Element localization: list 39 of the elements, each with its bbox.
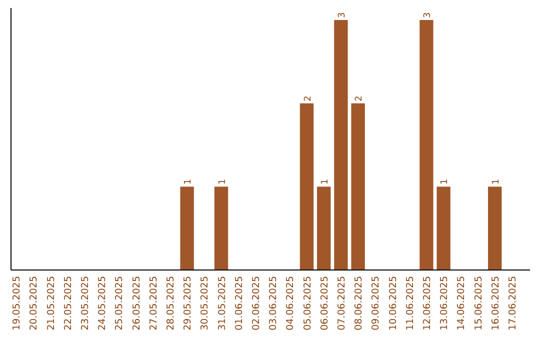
- x-tick-label: 26.05.2025: [131, 276, 142, 330]
- data-label: 1: [218, 178, 228, 185]
- x-tick-label: 08.06.2025: [354, 276, 365, 330]
- x-tick-label: 17.06.2025: [507, 276, 518, 330]
- x-tick-label: 19.05.2025: [12, 276, 23, 330]
- x-tick-label: 29.05.2025: [182, 276, 194, 330]
- data-label: 3: [422, 12, 433, 18]
- x-tick-label: 30.05.2025: [200, 276, 211, 330]
- data-label: 1: [184, 178, 194, 185]
- x-tick-label: 02.06.2025: [250, 276, 262, 330]
- data-label: 2: [303, 96, 314, 102]
- x-tick-label: 01.06.2025: [234, 276, 245, 330]
- x-tick-label: 14.06.2025: [456, 276, 468, 330]
- x-tick-label: 03.06.2025: [268, 276, 280, 330]
- x-tick-label: 25.05.2025: [114, 276, 126, 330]
- x-tick-label: 05.06.2025: [302, 276, 314, 330]
- x-tick-label: 24.05.2025: [97, 276, 108, 330]
- x-tick-label: 22.05.2025: [62, 276, 74, 330]
- data-label: 1: [491, 178, 502, 185]
- x-tick-label: 20.05.2025: [28, 276, 40, 330]
- x-tick-label: 23.05.2025: [80, 276, 91, 330]
- data-label: 1: [440, 178, 450, 185]
- x-tick-label: 16.06.2025: [490, 276, 502, 330]
- x-tick-label: 12.06.2025: [422, 276, 433, 330]
- x-tick-label: 10.06.2025: [388, 276, 399, 330]
- x-tick-label: 06.06.2025: [319, 276, 330, 330]
- x-tick-label: 15.06.2025: [473, 276, 484, 330]
- x-tick-label: 11.06.2025: [404, 276, 416, 330]
- x-tick-label: 07.06.2025: [336, 276, 348, 330]
- x-tick-label: 27.05.2025: [148, 276, 160, 330]
- x-tick-label: 13.06.2025: [439, 276, 450, 330]
- x-tick-label: 21.05.2025: [46, 276, 57, 330]
- data-label: 2: [354, 96, 365, 102]
- x-tick-label: 04.06.2025: [285, 276, 296, 330]
- x-tick-label: 28.05.2025: [165, 276, 176, 330]
- data-label: 1: [320, 178, 330, 185]
- x-tick-label: 31.05.2025: [216, 276, 228, 330]
- x-tick-label: 09.06.2025: [370, 276, 382, 330]
- data-label: 3: [337, 12, 348, 18]
